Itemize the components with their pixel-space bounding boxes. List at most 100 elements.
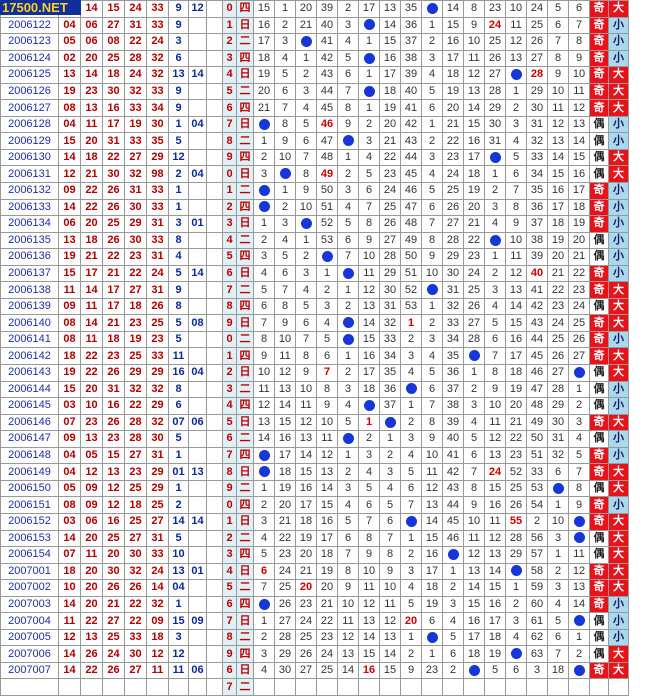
table-row: 2006154 07 11 20 30 33 10 3 四 5 23 20 18 7 9 8 2 16 12 13 29… bbox=[0, 546, 629, 564]
gap-count-cell: 12 bbox=[484, 529, 506, 548]
hit-dot-cell bbox=[337, 314, 359, 332]
red-number: 17 bbox=[102, 281, 125, 299]
issue-number[interactable]: 2006131 bbox=[0, 165, 59, 184]
gap-count-cell: 1 bbox=[421, 16, 443, 35]
issue-number[interactable]: 2006138 bbox=[0, 281, 59, 299]
issue-number[interactable]: 2006150 bbox=[0, 479, 59, 498]
issue-number[interactable]: 2007003 bbox=[0, 595, 59, 614]
hit-dot-icon bbox=[489, 151, 501, 163]
site-logo[interactable]: 17500.NET bbox=[0, 0, 81, 15]
issue-number[interactable]: 2006151 bbox=[0, 496, 59, 514]
gap-count-cell: 18 bbox=[568, 198, 590, 217]
red-number: 13 bbox=[102, 463, 125, 481]
gap-count-cell: 25 bbox=[547, 330, 569, 349]
gap-count-cell: 27 bbox=[274, 612, 296, 630]
weekday-cell: 二 bbox=[236, 132, 254, 150]
issue-number[interactable]: 2006125 bbox=[0, 66, 59, 84]
blue-number: 9 bbox=[168, 99, 189, 117]
gap-count-cell: 5 bbox=[337, 413, 359, 432]
issue-number[interactable]: 2006153 bbox=[0, 529, 59, 548]
gap-count-cell: 46 bbox=[400, 182, 422, 200]
issue-number[interactable]: 2006143 bbox=[0, 364, 59, 382]
red-number: 20 bbox=[80, 49, 103, 68]
red-number: 14 bbox=[58, 148, 81, 167]
gap-count-cell: 4 bbox=[274, 231, 296, 250]
gap-count-cell: 6 bbox=[295, 132, 317, 150]
hit-dot-icon bbox=[405, 515, 417, 527]
gap-count-cell: 25 bbox=[505, 479, 527, 498]
lottery-trend-table: 08141524339120四1512039217133514823102456… bbox=[0, 0, 629, 696]
gap-count-cell: 7 bbox=[274, 281, 296, 299]
issue-number[interactable]: 2006124 bbox=[0, 49, 59, 68]
issue-number[interactable]: 2006132 bbox=[0, 182, 59, 200]
red-number: 20 bbox=[80, 579, 103, 597]
gap-count-cell: 12 bbox=[358, 595, 380, 614]
issue-number[interactable]: 2006135 bbox=[0, 231, 59, 250]
issue-number[interactable]: 2007001 bbox=[0, 562, 59, 581]
gap-count-cell: 34 bbox=[442, 330, 464, 349]
spacer-cell bbox=[206, 347, 223, 366]
issue-number[interactable]: 2007006 bbox=[0, 645, 59, 663]
red-number: 18 bbox=[102, 330, 125, 349]
red-number: 30 bbox=[124, 546, 147, 564]
issue-number[interactable]: 2006147 bbox=[0, 430, 59, 448]
issue-number[interactable]: 2006141 bbox=[0, 330, 59, 349]
issue-number[interactable]: 2006149 bbox=[0, 463, 59, 481]
issue-number[interactable]: 2006146 bbox=[0, 413, 59, 432]
gap-count-cell: 23 bbox=[442, 148, 464, 167]
issue-number[interactable]: 2006126 bbox=[0, 82, 59, 101]
issue-number[interactable]: 2006145 bbox=[0, 397, 59, 415]
issue-number[interactable]: 2006122 bbox=[0, 16, 59, 35]
issue-number[interactable]: 2006123 bbox=[0, 33, 59, 51]
hit-dot-icon bbox=[405, 383, 417, 395]
issue-number[interactable]: 2006129 bbox=[0, 132, 59, 150]
gap-count-cell: 16 bbox=[484, 496, 506, 514]
gap-count-cell: 40 bbox=[400, 82, 422, 101]
gap-count-cell: 19 bbox=[547, 231, 569, 250]
gap-count-cell: 3 bbox=[547, 529, 569, 548]
gap-count-cell: 24 bbox=[526, 0, 548, 18]
issue-number[interactable]: 2006137 bbox=[0, 264, 59, 283]
odd-even-cell: 偶 bbox=[589, 165, 609, 184]
gap-count-cell: 4 bbox=[337, 397, 359, 415]
issue-number[interactable]: 2007004 bbox=[0, 612, 59, 630]
issue-number[interactable]: 2006148 bbox=[0, 446, 59, 465]
table-row: 2006147 09 13 23 28 30 5 6 二 14 16 13 11 2 1 3 9 40 5 12 22 5… bbox=[0, 430, 629, 448]
red-number: 31 bbox=[124, 16, 147, 35]
extra-number bbox=[188, 446, 207, 465]
issue-number[interactable]: 2006136 bbox=[0, 248, 59, 266]
issue-number[interactable]: 2006139 bbox=[0, 297, 59, 316]
red-number: 19 bbox=[58, 364, 81, 382]
spacer-cell bbox=[206, 33, 223, 51]
issue-number[interactable]: 2006144 bbox=[0, 380, 59, 399]
odd-even-cell: 奇 bbox=[589, 446, 609, 465]
issue-number[interactable]: 2006127 bbox=[0, 99, 59, 117]
issue-number[interactable] bbox=[0, 678, 59, 696]
odd-even-cell bbox=[589, 678, 609, 696]
red-number: 20 bbox=[80, 215, 103, 233]
issue-number[interactable]: 2007007 bbox=[0, 661, 59, 680]
issue-number[interactable]: 2006133 bbox=[0, 198, 59, 217]
extra-number: 01 bbox=[188, 562, 207, 581]
issue-number[interactable]: 2006128 bbox=[0, 115, 59, 134]
issue-number[interactable]: 2007002 bbox=[0, 579, 59, 597]
gap-count-cell: 15 bbox=[316, 496, 338, 514]
issue-number[interactable]: 2006154 bbox=[0, 546, 59, 564]
gap-count-cell: 7 bbox=[568, 16, 590, 35]
gap-count-cell: 62 bbox=[526, 628, 548, 647]
gap-count-cell bbox=[547, 678, 569, 696]
issue-number[interactable]: 2006152 bbox=[0, 512, 59, 531]
issue-number[interactable]: 2006142 bbox=[0, 347, 59, 366]
gap-count-cell: 2 bbox=[274, 198, 296, 217]
hit-dot-cell bbox=[316, 248, 338, 266]
big-small-cell: 大 bbox=[608, 281, 629, 299]
issue-number[interactable]: 2006134 bbox=[0, 215, 59, 233]
gap-count-cell: 6 bbox=[379, 512, 401, 531]
issue-number[interactable]: 2007005 bbox=[0, 628, 59, 647]
gap-count-cell: 11 bbox=[358, 579, 380, 597]
gap-count-cell: 37 bbox=[526, 215, 548, 233]
gap-count-cell: 24 bbox=[316, 645, 338, 663]
issue-number[interactable]: 2006130 bbox=[0, 148, 59, 167]
gap-count-cell: 38 bbox=[400, 49, 422, 68]
issue-number[interactable]: 2006140 bbox=[0, 314, 59, 332]
